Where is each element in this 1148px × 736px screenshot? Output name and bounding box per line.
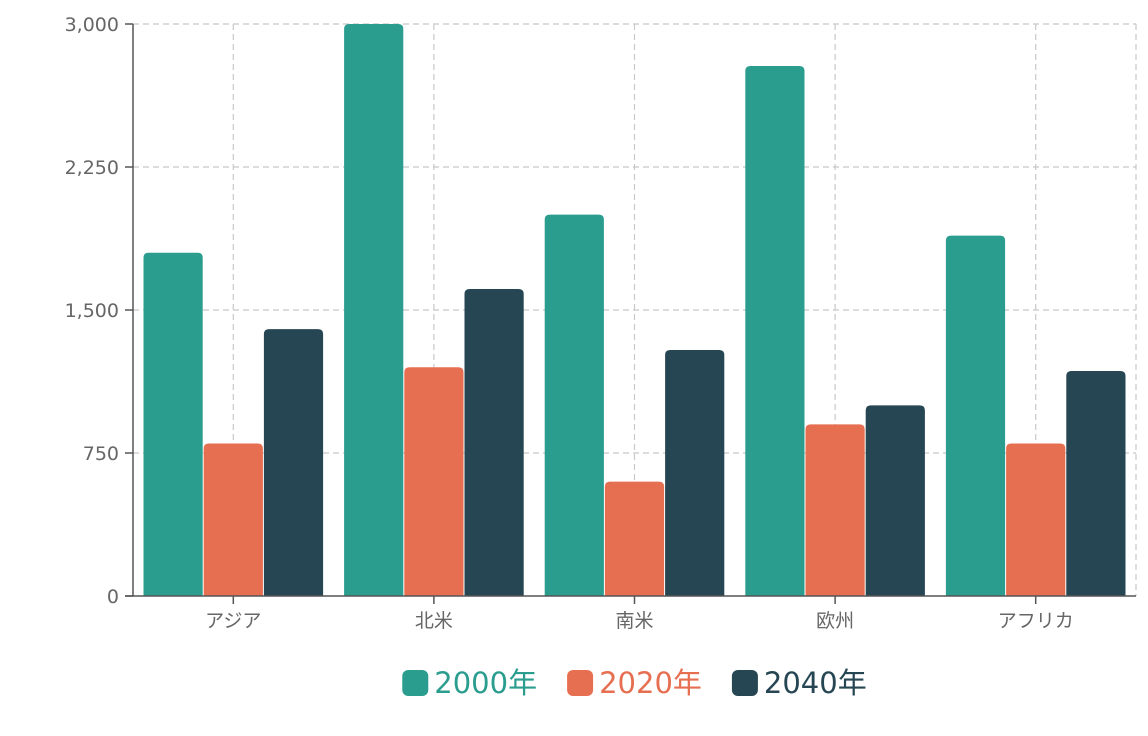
bar-1-2[interactable] bbox=[344, 24, 404, 596]
axes: 0 750 1,500 2,250 3,000 アジア 北米 南米 欧州 アフリカ bbox=[65, 14, 1136, 632]
y-tick-label: 1,500 bbox=[65, 300, 119, 322]
legend-item-3[interactable]: 2040年 bbox=[731, 666, 867, 700]
bar-3-1[interactable] bbox=[263, 329, 324, 596]
y-tick-label: 2,250 bbox=[65, 157, 119, 179]
bar-1-1[interactable] bbox=[143, 252, 203, 597]
legend-swatch bbox=[402, 670, 429, 696]
bar-3-5[interactable] bbox=[1066, 371, 1126, 596]
bar-2-1[interactable] bbox=[203, 443, 263, 596]
legend-label: 2000年 bbox=[434, 666, 537, 700]
x-tick-label: アジア bbox=[205, 610, 261, 632]
legend-item-1[interactable]: 2000年 bbox=[402, 666, 537, 700]
x-tick-label: 南米 bbox=[615, 610, 653, 632]
y-tick-label: 750 bbox=[83, 443, 119, 465]
x-tick-label: 北米 bbox=[415, 610, 453, 632]
bar-2-3[interactable] bbox=[604, 481, 665, 596]
legend-item-2[interactable]: 2020年 bbox=[567, 666, 702, 700]
legend-swatch bbox=[567, 670, 594, 696]
bars bbox=[143, 24, 1126, 597]
x-tick-label: 欧州 bbox=[816, 610, 854, 632]
bar-3-3[interactable] bbox=[665, 350, 725, 596]
bar-2-5[interactable] bbox=[1006, 443, 1066, 596]
legend-label: 2020年 bbox=[599, 666, 702, 700]
bar-1-4[interactable] bbox=[745, 65, 805, 597]
bar-2-4[interactable] bbox=[805, 424, 865, 596]
x-tick-label: アフリカ bbox=[998, 610, 1074, 632]
legend-swatch bbox=[731, 670, 758, 696]
bar-1-3[interactable] bbox=[544, 214, 604, 596]
bar-2-2[interactable] bbox=[404, 367, 464, 596]
bar-3-4[interactable] bbox=[865, 405, 925, 596]
bar-3-2[interactable] bbox=[464, 289, 524, 596]
bar-1-5[interactable] bbox=[945, 235, 1006, 596]
y-tick-label: 0 bbox=[107, 586, 119, 608]
legend[interactable]: 2000年 2020年 2040年 bbox=[402, 666, 867, 700]
y-tick-label: 3,000 bbox=[65, 14, 119, 36]
legend-label: 2040年 bbox=[764, 666, 867, 700]
